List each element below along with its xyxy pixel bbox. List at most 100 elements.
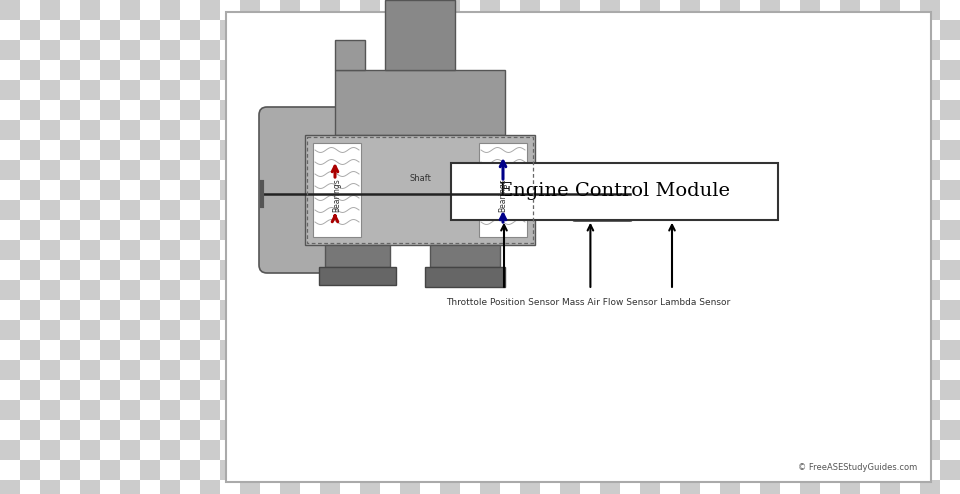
Bar xyxy=(60,120,80,140)
Bar xyxy=(580,260,600,280)
Bar xyxy=(740,200,760,220)
Bar xyxy=(420,440,440,460)
Bar xyxy=(580,460,600,480)
Bar xyxy=(680,280,700,300)
Bar xyxy=(420,340,440,360)
Bar xyxy=(420,200,440,220)
Bar xyxy=(400,300,420,320)
Bar xyxy=(160,400,180,420)
Bar xyxy=(580,420,600,440)
Bar xyxy=(600,100,620,120)
Bar xyxy=(20,320,40,340)
Bar xyxy=(740,220,760,240)
Bar xyxy=(60,480,80,494)
Bar xyxy=(20,0,40,20)
Bar xyxy=(900,220,920,240)
Bar xyxy=(860,160,880,180)
Bar xyxy=(860,140,880,160)
Bar xyxy=(740,120,760,140)
Bar xyxy=(360,420,380,440)
Bar xyxy=(0,260,20,280)
Bar xyxy=(820,20,840,40)
Bar xyxy=(180,280,200,300)
Bar xyxy=(0,220,20,240)
Bar xyxy=(300,380,320,400)
Bar xyxy=(100,160,120,180)
Bar xyxy=(620,340,640,360)
Bar xyxy=(520,100,540,120)
Bar xyxy=(400,420,420,440)
Bar xyxy=(460,380,480,400)
Bar xyxy=(840,460,860,480)
Bar xyxy=(400,180,420,200)
Bar xyxy=(340,160,360,180)
Bar xyxy=(860,460,880,480)
Bar xyxy=(920,480,940,494)
Bar xyxy=(80,60,100,80)
Bar xyxy=(780,440,800,460)
Bar xyxy=(520,40,540,60)
Bar xyxy=(120,120,140,140)
Bar xyxy=(820,40,840,60)
Bar xyxy=(460,280,480,300)
Bar xyxy=(220,280,240,300)
Text: © FreeASEStudyGuides.com: © FreeASEStudyGuides.com xyxy=(798,463,917,472)
Bar xyxy=(580,180,600,200)
Bar xyxy=(420,60,440,80)
Bar xyxy=(400,440,420,460)
Bar xyxy=(720,200,740,220)
Bar xyxy=(100,20,120,40)
Bar xyxy=(740,380,760,400)
Bar xyxy=(180,360,200,380)
Bar xyxy=(900,300,920,320)
Bar xyxy=(20,340,40,360)
Bar xyxy=(320,180,340,200)
Bar xyxy=(560,380,580,400)
Bar xyxy=(820,100,840,120)
Bar xyxy=(451,163,778,220)
Bar xyxy=(480,120,500,140)
Bar xyxy=(940,100,960,120)
Bar xyxy=(180,340,200,360)
Bar xyxy=(220,420,240,440)
Bar xyxy=(240,200,260,220)
Bar xyxy=(40,220,60,240)
Bar xyxy=(540,0,560,20)
Bar xyxy=(0,480,20,494)
Bar xyxy=(360,140,380,160)
Bar xyxy=(20,380,40,400)
Bar xyxy=(160,60,180,80)
Bar xyxy=(680,340,700,360)
Bar xyxy=(700,20,720,40)
Bar xyxy=(80,240,100,260)
Bar xyxy=(880,120,900,140)
Bar xyxy=(720,180,740,200)
Bar xyxy=(880,320,900,340)
Bar xyxy=(720,100,740,120)
Bar xyxy=(780,240,800,260)
Bar xyxy=(280,40,300,60)
Bar xyxy=(500,340,520,360)
Bar xyxy=(480,420,500,440)
Bar xyxy=(160,460,180,480)
Bar xyxy=(400,360,420,380)
Bar xyxy=(0,40,20,60)
Bar xyxy=(940,120,960,140)
Bar xyxy=(780,360,800,380)
Bar xyxy=(220,60,240,80)
Bar xyxy=(520,280,540,300)
Bar xyxy=(180,60,200,80)
Bar xyxy=(160,220,180,240)
Bar xyxy=(520,360,540,380)
Bar xyxy=(240,220,260,240)
Bar xyxy=(740,480,760,494)
Bar xyxy=(360,400,380,420)
Bar xyxy=(800,60,820,80)
Bar xyxy=(880,200,900,220)
Bar xyxy=(60,220,80,240)
Bar xyxy=(60,340,80,360)
Bar xyxy=(840,320,860,340)
Bar xyxy=(140,300,160,320)
Bar xyxy=(540,180,560,200)
Bar xyxy=(760,300,780,320)
